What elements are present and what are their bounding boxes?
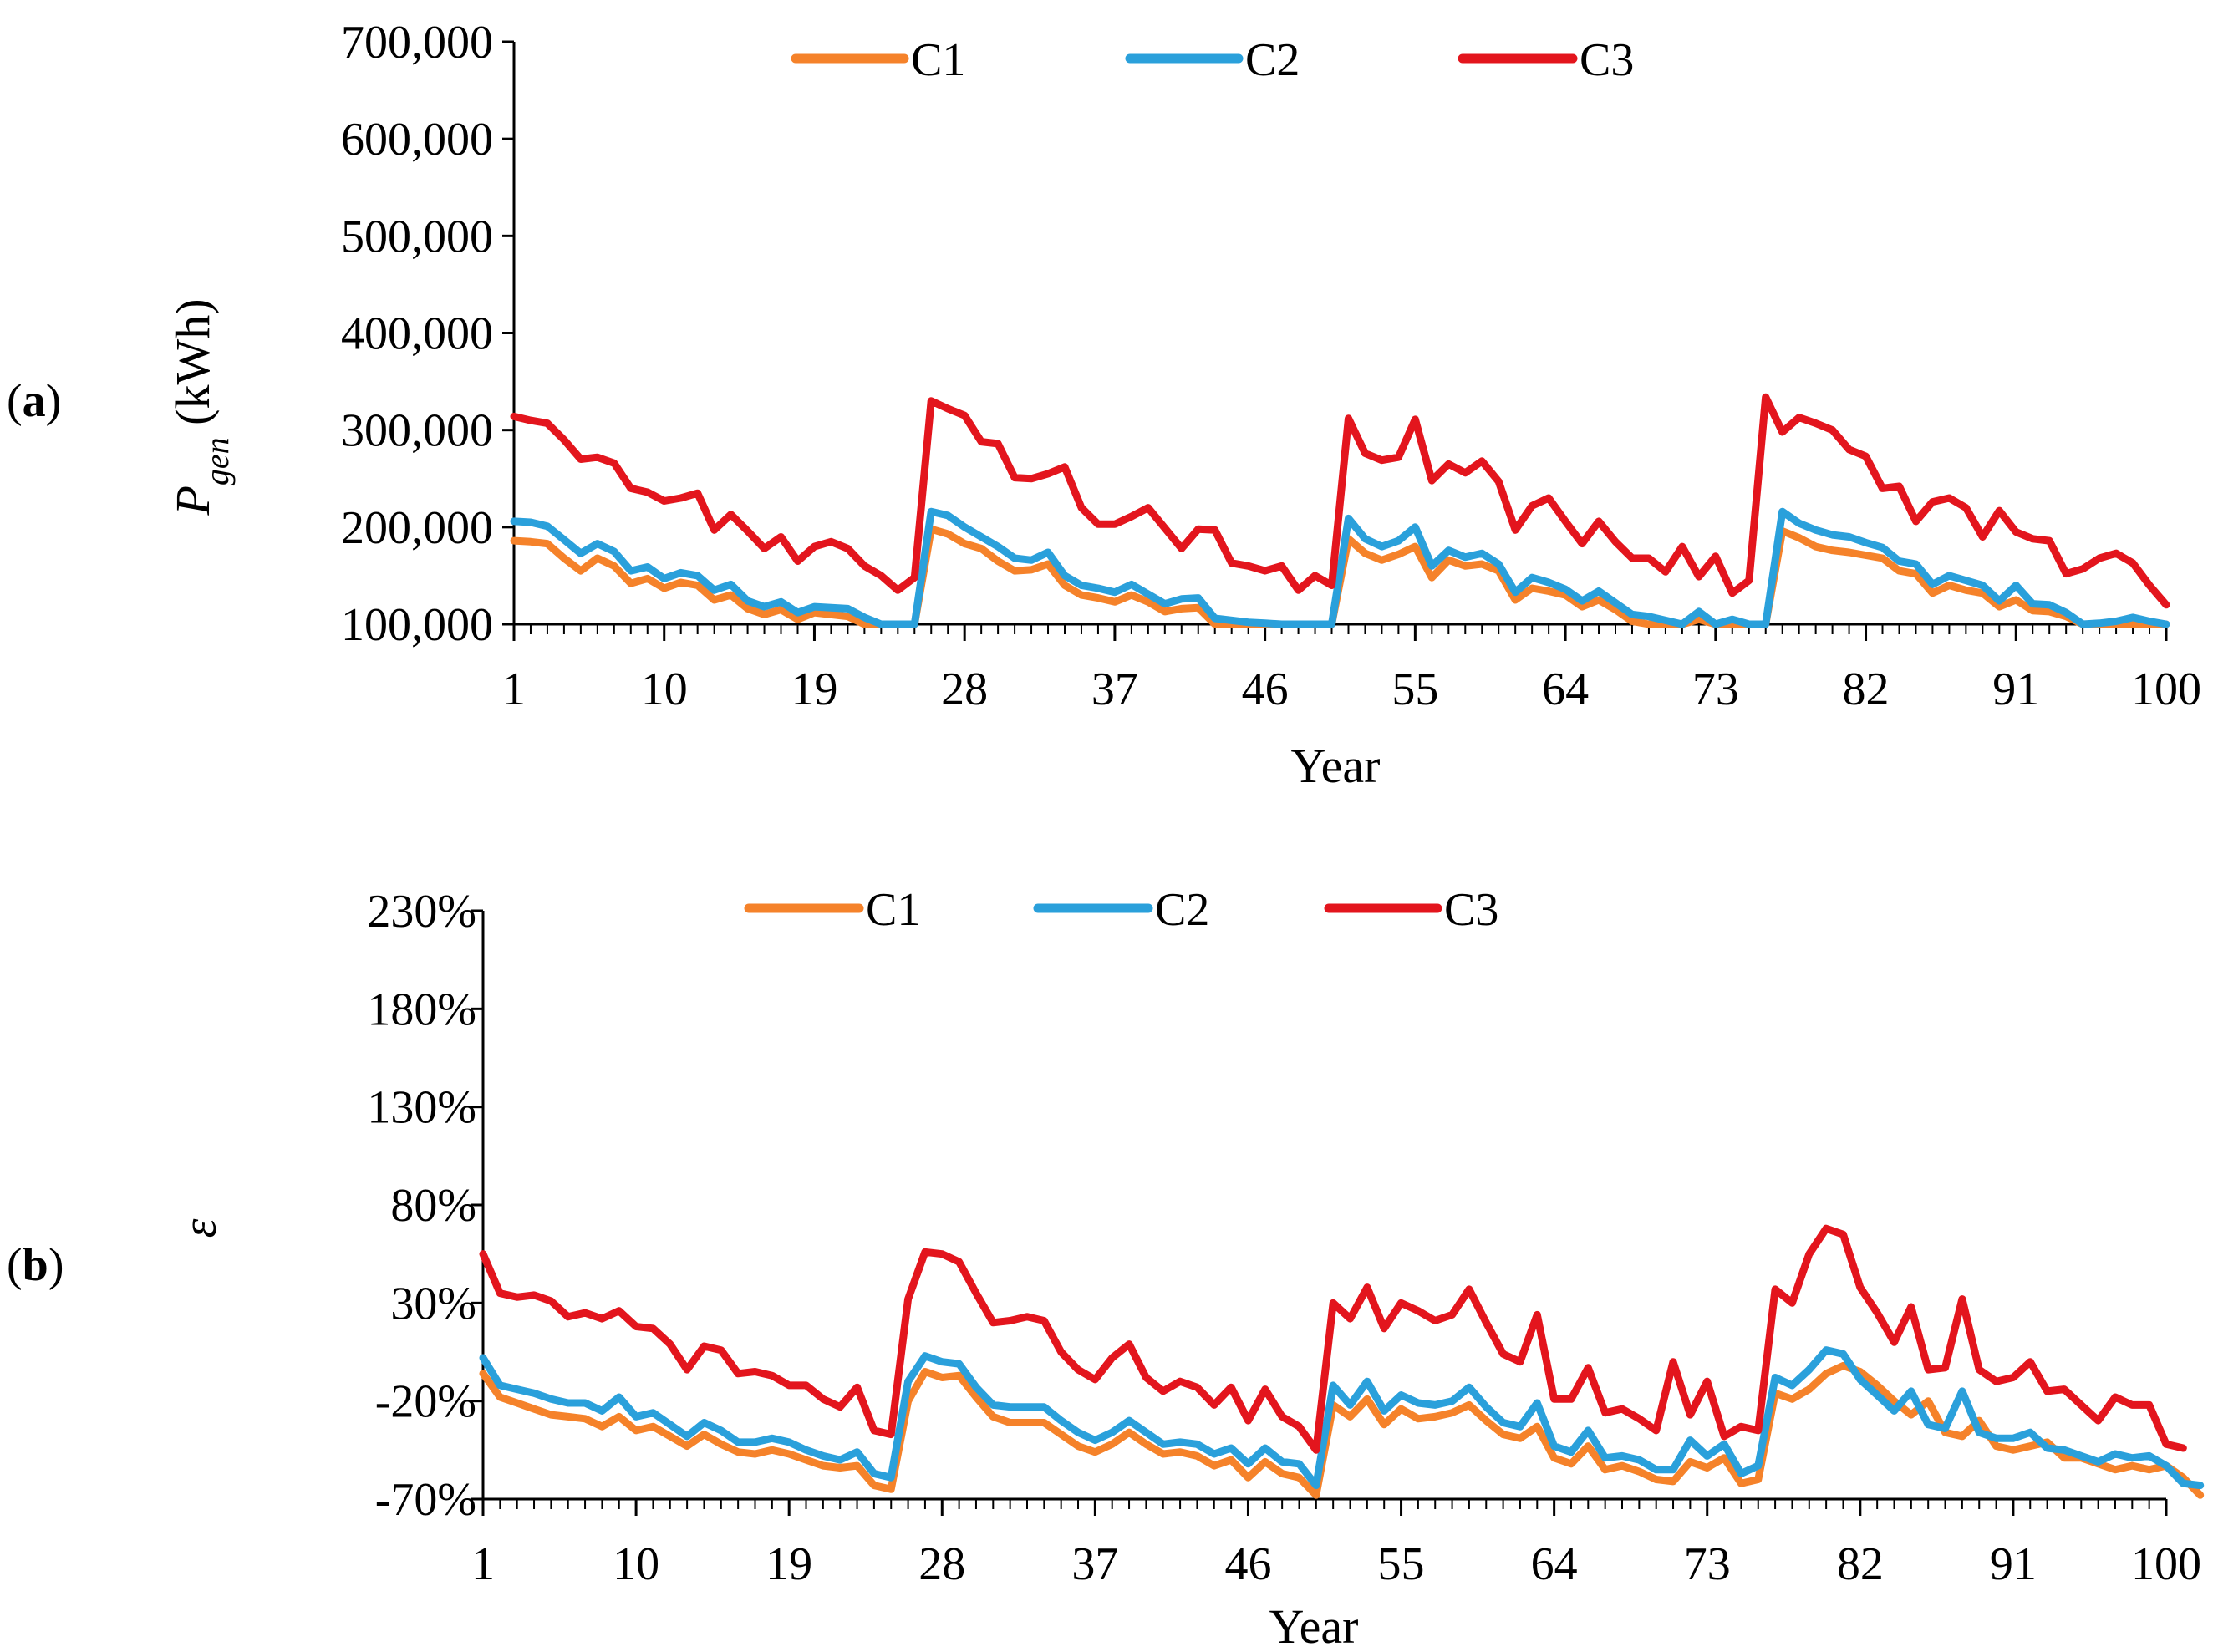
panel-b-x-tick-label: 28: [918, 1538, 965, 1590]
panel-a-y-tick-label: 200,000: [341, 502, 493, 554]
panel-b-x-tick-label: 19: [766, 1538, 812, 1590]
panel-b-y-tick-label: -20%: [375, 1376, 476, 1428]
panel-b-legend-c3-label: C3: [1444, 884, 1498, 936]
panel-b-label: (b): [7, 1239, 64, 1291]
panel-b-legend-c1-label: C1: [866, 884, 920, 936]
panel-b-x-axis-title: Year: [1269, 1599, 1359, 1652]
panel-b-x-tick-label: 73: [1684, 1538, 1731, 1590]
panel-b-x-tick-label: 10: [613, 1538, 659, 1590]
panel-a-x-tick-label: 82: [1843, 663, 1890, 715]
panel-b-series-c3-line: [479, 1224, 2187, 1454]
panel-b-y-tick-label: 130%: [367, 1082, 476, 1134]
panel-b-legend-c2-label: C2: [1155, 884, 1209, 936]
panel-a-x-tick-label: 100: [2131, 663, 2201, 715]
panel-a-x-tick-label: 28: [941, 663, 988, 715]
panel-a-ticks: 100,000 200,000 300,000 400,000 500,000 600,0…: [341, 17, 2201, 715]
panel-b-series-c2-line: [479, 1346, 2205, 1490]
panel-a-y-tick-label: 700,000: [341, 17, 493, 69]
panel-a-x-tick-label: 1: [502, 663, 526, 715]
panel-b-y-axis-title: ε: [172, 1218, 226, 1238]
panel-a-x-tick-label: 73: [1692, 663, 1739, 715]
panel-b-x-tick-label: 100: [2131, 1538, 2201, 1590]
panel-a-x-axis-title: Year: [1291, 739, 1381, 793]
panel-b-x-tick-label: 82: [1837, 1538, 1884, 1590]
panel-a-series-c2-line: [510, 507, 2170, 628]
panel-a-x-tick-label: 46: [1242, 663, 1289, 715]
panel-a-legend-c1-label: C1: [911, 34, 965, 86]
panel-b-x-tick-label: 64: [1531, 1538, 1578, 1590]
panel-b-x-tick-label: 55: [1378, 1538, 1425, 1590]
panel-b-series: [479, 1224, 2205, 1499]
panel-a-chart: (a) Pgen (kWh) Year 100,000 200,000 300,00…: [7, 17, 2201, 793]
panel-a-legend-c3-label: C3: [1580, 34, 1634, 86]
panel-a-y-tick-label: 600,000: [341, 114, 493, 165]
panel-b-ticks: -70% -20% 30% 80% 130% 180% 230% 1 10 19 28 37 46 55 6…: [367, 886, 2201, 1590]
panel-b-y-tick-label: 230%: [367, 886, 476, 938]
panel-a-series: [510, 393, 2170, 628]
panel-b-x-tick-label: 37: [1071, 1538, 1118, 1590]
panel-b-x-tick-label: 1: [471, 1538, 495, 1590]
panel-b-legend: C1 C2 C3: [744, 884, 1498, 936]
panel-a-x-tick-label: 10: [641, 663, 688, 715]
panel-b-x-tick-label: 91: [1990, 1538, 2037, 1590]
panel-a-x-tick-label: 19: [791, 663, 837, 715]
panel-a-y-tick-label: 300,000: [341, 405, 493, 457]
panel-a-label: (a): [7, 375, 61, 427]
panel-b-chart: (b) ε Year -70% -20% 30% 80% 130% 180% 230% 1 10…: [7, 884, 2205, 1652]
panel-a-y-axis-title: Pgen (kWh): [165, 298, 236, 516]
panel-b-y-tick-label: 30%: [390, 1278, 476, 1329]
panel-b-y-tick-label: 180%: [367, 984, 476, 1035]
panel-a-x-tick-label: 91: [1992, 663, 2039, 715]
panel-b-series-c1-line: [479, 1361, 2205, 1499]
panel-a-x-tick-label: 64: [1542, 663, 1589, 715]
panel-b-y-tick-label: -70%: [375, 1474, 476, 1526]
panel-b-x-tick-label: 46: [1224, 1538, 1271, 1590]
panel-a-y-tick-label: 500,000: [341, 211, 493, 262]
panel-a-legend: C1 C2 C3: [791, 34, 1634, 86]
panel-a-y-tick-label: 400,000: [341, 308, 493, 360]
panel-a-series-c3-line: [510, 393, 2170, 609]
panel-a-x-tick-label: 37: [1091, 663, 1138, 715]
panel-a-x-tick-label: 55: [1391, 663, 1438, 715]
panel-b-y-tick-label: 80%: [390, 1180, 476, 1232]
panel-a-y-tick-label: 100,000: [341, 599, 493, 651]
panel-a-legend-c2-label: C2: [1245, 34, 1300, 86]
